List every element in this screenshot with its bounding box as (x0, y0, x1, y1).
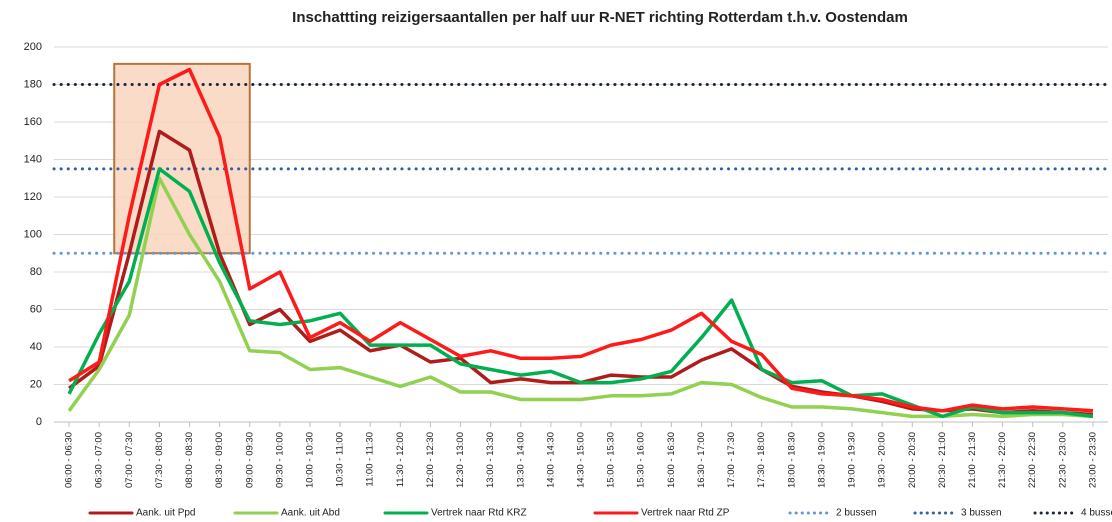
x-tick-label: 20:00 - 20:30 (907, 432, 918, 488)
y-tick-label: 60 (30, 303, 42, 315)
legend-label: 2 bussen (836, 508, 877, 519)
y-tick-label: 200 (24, 41, 42, 53)
y-tick-label: 40 (30, 341, 42, 353)
x-tick-label: 18:30 - 19:00 (816, 432, 827, 488)
legend-label: Vertrek naar Rtd ZP (641, 508, 730, 519)
x-tick-label: 18:00 - 18:30 (786, 432, 797, 488)
x-tick-label: 12:00 - 12:30 (425, 432, 436, 488)
x-tick-label: 11:30 - 12:00 (395, 432, 406, 487)
x-tick-label: 22:00 - 22:30 (1027, 432, 1038, 488)
x-tick-label: 14:30 - 15:00 (576, 432, 587, 488)
y-tick-label: 80 (30, 266, 42, 278)
legend-label: 4 bussen (1081, 508, 1112, 519)
x-tick-label: 17:30 - 18:00 (756, 432, 767, 488)
chart-title: Inschattting reizigersaantallen per half… (292, 9, 908, 26)
y-tick-label: 0 (36, 416, 42, 428)
y-tick-label: 160 (24, 116, 42, 128)
y-tick-label: 180 (24, 78, 42, 90)
x-tick-label: 16:00 - 16:30 (666, 432, 677, 488)
x-tick-label: 09:00 - 09:30 (244, 432, 255, 488)
x-tick-label: 07:00 - 07:30 (124, 432, 135, 488)
x-tick-label: 21:30 - 22:00 (997, 432, 1008, 488)
x-tick-label: 17:00 - 17:30 (726, 432, 737, 488)
x-tick-label: 08:00 - 08:30 (184, 432, 195, 488)
x-tick-label: 15:00 - 15:30 (606, 432, 617, 488)
legend-label: Aank. uit Abd (281, 508, 340, 519)
x-tick-label: 13:00 - 13:30 (485, 432, 496, 488)
x-tick-label: 21:00 - 21:30 (967, 432, 978, 488)
x-tick-label: 16:30 - 17:00 (696, 432, 707, 488)
x-tick-label: 19:30 - 20:00 (877, 432, 888, 488)
x-tick-label: 06:00 - 06:30 (64, 432, 75, 488)
x-tick-label: 08:30 - 09:00 (214, 432, 225, 488)
series-line (68, 67, 1094, 413)
x-tick-label: 10:00 - 10:30 (304, 432, 315, 488)
x-tick-label: 12:30 - 13:00 (455, 432, 466, 488)
x-tick-label: 22:30 - 23:00 (1057, 432, 1068, 488)
x-tick-label: 15:30 - 16:00 (636, 432, 647, 488)
y-tick-label: 20 (30, 378, 42, 390)
y-tick-label: 120 (24, 191, 42, 203)
x-tick-label: 19:00 - 19:30 (847, 432, 858, 488)
y-tick-label: 140 (24, 153, 42, 165)
series-line (67, 176, 1094, 419)
y-tick-label: 100 (24, 228, 42, 240)
legend-label: Vertrek naar Rtd KRZ (431, 508, 527, 519)
x-tick-label: 11:00 - 11:30 (365, 432, 376, 487)
x-tick-label: 13:30 - 14:00 (515, 432, 526, 488)
x-tick-label: 23:00 - 23:30 (1087, 432, 1098, 488)
x-tick-label: 09:30 - 10:00 (274, 432, 285, 488)
legend-label: Aank. uit Ppd (136, 508, 195, 519)
x-tick-label: 06:30 - 07:00 (94, 432, 105, 488)
legend-label: 3 bussen (961, 508, 1002, 519)
x-tick-label: 10:30 - 11:00 (335, 432, 346, 487)
x-tick-label: 20:30 - 21:00 (937, 432, 948, 488)
x-tick-label: 14:00 - 14:30 (545, 432, 556, 488)
x-tick-label: 07:30 - 08:00 (154, 432, 165, 488)
